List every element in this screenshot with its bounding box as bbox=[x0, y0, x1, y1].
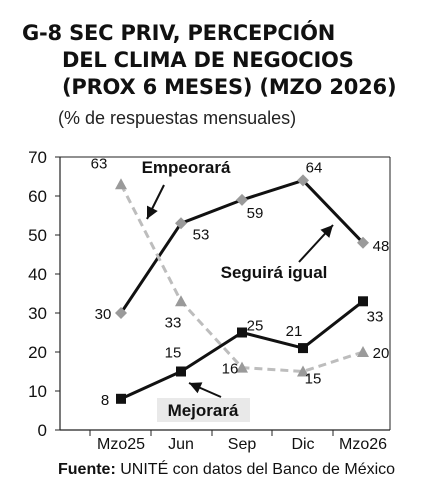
data-label: 64 bbox=[306, 159, 323, 176]
marker-diamond bbox=[175, 217, 187, 230]
series-name-seguira-igual: Seguirá igual bbox=[221, 263, 328, 282]
marker-triangle bbox=[175, 295, 187, 307]
y-tick-label: 60 bbox=[28, 187, 47, 206]
label-background-mejorara bbox=[157, 398, 250, 422]
x-tick-label: Sep bbox=[228, 436, 257, 453]
x-tick-label: Mzo26 bbox=[339, 436, 387, 453]
x-tick-label: Mzo25 bbox=[97, 436, 145, 453]
data-label: 15 bbox=[305, 371, 322, 388]
arrow-empeorara-head bbox=[147, 205, 158, 219]
data-label: 15 bbox=[165, 345, 182, 362]
series-line-2 bbox=[120, 300, 364, 401]
marker-square bbox=[176, 366, 186, 377]
data-label: 25 bbox=[247, 318, 264, 335]
series-name-empeorara: Empeorará bbox=[142, 158, 231, 177]
title-line-2: DEL CLIMA DE NEGOCIOS bbox=[62, 48, 354, 72]
data-label: 33 bbox=[367, 308, 384, 325]
marker-square bbox=[298, 343, 308, 354]
source-text: UNITÉ con datos del Banco de México bbox=[120, 461, 396, 478]
data-label: 30 bbox=[95, 306, 112, 323]
y-tick-label: 40 bbox=[28, 265, 47, 284]
marker-diamond bbox=[236, 193, 248, 206]
marker-diamond bbox=[357, 236, 369, 249]
source-label: Fuente: bbox=[58, 461, 116, 478]
arrow-seguira-igual-head bbox=[320, 225, 333, 238]
marker-triangle bbox=[357, 346, 369, 357]
y-tick-label: 10 bbox=[28, 382, 47, 401]
arrow-mejorara-head bbox=[189, 382, 203, 394]
source-note: Fuente: UNITÉ con datos del Banco de Méx… bbox=[58, 461, 395, 479]
data-label: 53 bbox=[193, 226, 210, 243]
marker-diamond bbox=[115, 307, 127, 319]
data-label: 16 bbox=[222, 361, 239, 378]
data-label: 20 bbox=[373, 345, 390, 362]
marker-square bbox=[358, 296, 368, 307]
y-tick-label: 30 bbox=[28, 304, 47, 323]
marker-diamond bbox=[297, 174, 309, 187]
marker-triangle bbox=[297, 365, 309, 377]
x-tick-label: Jun bbox=[168, 436, 194, 453]
chart-title: G-8 SEC PRIV, PERCEPCIÓN DEL CLIMA DE NE… bbox=[12, 20, 422, 101]
chart-subtitle: (% de respuestas mensuales) bbox=[58, 108, 297, 128]
y-tick-label: 70 bbox=[28, 148, 47, 167]
marker-triangle bbox=[236, 361, 248, 373]
y-tick-label: 20 bbox=[28, 343, 47, 362]
data-label: 33 bbox=[165, 314, 182, 331]
data-label: 63 bbox=[91, 155, 108, 172]
title-line-1: G-8 SEC PRIV, PERCEPCIÓN bbox=[22, 21, 336, 45]
x-tick-label: Dic bbox=[291, 436, 314, 453]
data-label: 8 bbox=[101, 392, 109, 409]
marker-triangle bbox=[115, 178, 127, 190]
y-tick-label: 50 bbox=[28, 226, 47, 245]
marker-square bbox=[116, 393, 126, 404]
title-line-3: (PROX 6 MESES) (MZO 2026) bbox=[62, 75, 397, 99]
data-label: 59 bbox=[247, 205, 264, 222]
series-name-mejorara: Mejorará bbox=[168, 401, 239, 420]
data-label: 48 bbox=[373, 238, 390, 255]
marker-square bbox=[237, 327, 247, 338]
data-label: 21 bbox=[286, 323, 303, 340]
y-tick-label: 0 bbox=[38, 421, 47, 440]
